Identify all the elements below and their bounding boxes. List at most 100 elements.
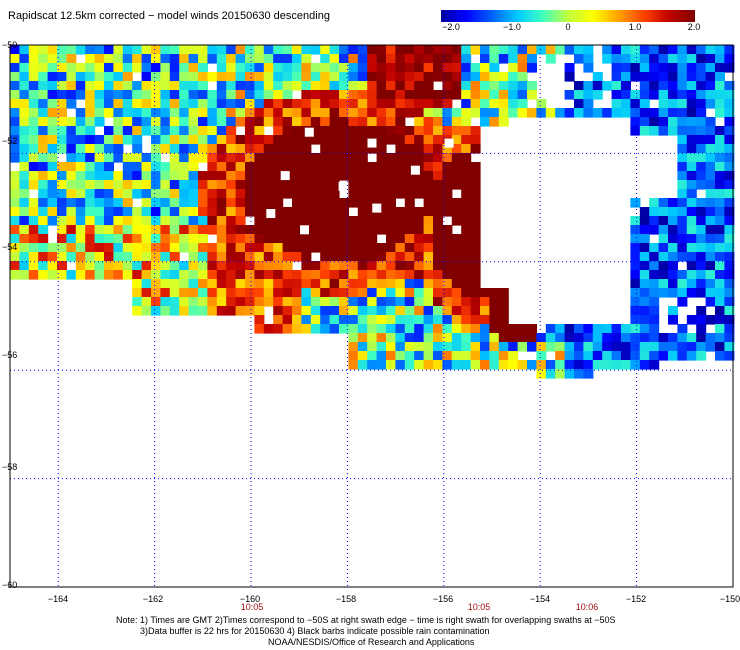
- wind-cell: [207, 135, 218, 145]
- wind-cell: [38, 162, 49, 172]
- wind-cell: [245, 72, 255, 82]
- wind-cell: [132, 117, 143, 127]
- wind-cell: [480, 297, 490, 307]
- wind-cell: [658, 117, 669, 127]
- wind-cell: [38, 99, 49, 109]
- wind-cell: [357, 135, 368, 145]
- lon-tick-152: −152: [625, 594, 647, 604]
- wind-cell: [179, 144, 190, 154]
- wind-cell: [705, 333, 716, 343]
- wind-cell: [104, 45, 114, 55]
- wind-cell: [207, 288, 218, 298]
- wind-cell: [611, 81, 622, 91]
- wind-cell: [263, 225, 274, 235]
- wind-cell: [348, 189, 359, 199]
- wind-cell: [198, 189, 208, 199]
- wind-cell: [19, 90, 30, 100]
- wind-cell: [282, 99, 293, 109]
- wind-cell: [66, 45, 77, 55]
- wind-cell: [235, 54, 246, 64]
- wind-cell: [668, 117, 678, 127]
- wind-cell: [132, 243, 143, 253]
- wind-cell: [301, 180, 312, 190]
- wind-cell: [348, 90, 359, 100]
- wind-cell: [715, 288, 725, 298]
- wind-cell: [113, 225, 124, 235]
- wind-cell: [301, 171, 312, 181]
- wind-cell: [132, 135, 143, 145]
- wind-cell: [348, 144, 359, 154]
- wind-cell: [320, 225, 331, 235]
- wind-cell: [404, 90, 415, 100]
- wind-cell: [47, 117, 58, 127]
- wind-cell: [367, 225, 378, 235]
- wind-cell: [348, 360, 359, 370]
- wind-cell: [141, 297, 152, 307]
- wind-cell: [10, 180, 20, 190]
- wind-cell: [263, 54, 274, 64]
- wind-cell: [245, 135, 255, 145]
- wind-cell: [104, 270, 114, 280]
- wind-cell: [555, 324, 566, 334]
- wind-cell: [169, 198, 180, 208]
- wind-cell: [38, 45, 49, 55]
- wind-cell: [75, 81, 86, 91]
- wind-cell: [395, 117, 406, 127]
- wind-cell: [160, 261, 171, 271]
- wind-cell: [724, 144, 735, 154]
- wind-cell: [705, 162, 716, 172]
- wind-cell: [85, 63, 96, 73]
- wind-cell: [480, 45, 490, 55]
- wind-cell: [658, 99, 669, 109]
- wind-cell: [696, 135, 707, 145]
- wind-cell: [179, 207, 190, 217]
- wind-cell: [273, 90, 284, 100]
- wind-cell: [310, 288, 321, 298]
- wind-cell: [649, 54, 660, 64]
- wind-cell: [386, 315, 396, 325]
- wind-cell: [724, 126, 735, 136]
- wind-cell: [216, 225, 227, 235]
- wind-cell: [122, 252, 133, 262]
- wind-cell: [348, 126, 359, 136]
- wind-cell: [151, 252, 161, 262]
- wind-cell: [169, 243, 180, 253]
- wind-cell: [451, 117, 462, 127]
- wind-cell: [169, 162, 180, 172]
- wind-cell: [339, 315, 349, 325]
- wind-cell: [461, 261, 472, 271]
- wind-cell: [433, 288, 443, 298]
- wind-cell: [320, 90, 331, 100]
- wind-cell: [696, 324, 707, 334]
- wind-cell: [320, 252, 331, 262]
- wind-cell: [461, 180, 472, 190]
- wind-cell: [310, 207, 321, 217]
- wind-cell: [451, 144, 462, 154]
- wind-cell: [583, 342, 594, 352]
- wind-cell: [442, 351, 453, 361]
- wind-cell: [574, 90, 584, 100]
- wind-cell: [132, 270, 143, 280]
- wind-cell: [677, 63, 688, 73]
- wind-cell: [658, 198, 669, 208]
- wind-cell: [574, 108, 584, 118]
- wind-cell: [527, 108, 537, 118]
- wind-cell: [404, 243, 415, 253]
- wind-cell: [414, 234, 425, 244]
- wind-cell: [75, 90, 86, 100]
- wind-cell: [489, 54, 500, 64]
- wind-cell: [94, 72, 105, 82]
- wind-cell: [132, 279, 143, 289]
- wind-cell: [292, 54, 302, 64]
- wind-cell: [47, 63, 58, 73]
- wind-cell: [658, 225, 669, 235]
- wind-cell: [498, 288, 509, 298]
- wind-cell: [395, 63, 406, 73]
- wind-cell: [245, 306, 255, 316]
- wind-cell: [639, 297, 650, 307]
- wind-cell: [414, 351, 425, 361]
- wind-cell: [677, 198, 688, 208]
- wind-cell: [480, 54, 490, 64]
- wind-cell: [705, 126, 716, 136]
- wind-cell: [292, 153, 302, 163]
